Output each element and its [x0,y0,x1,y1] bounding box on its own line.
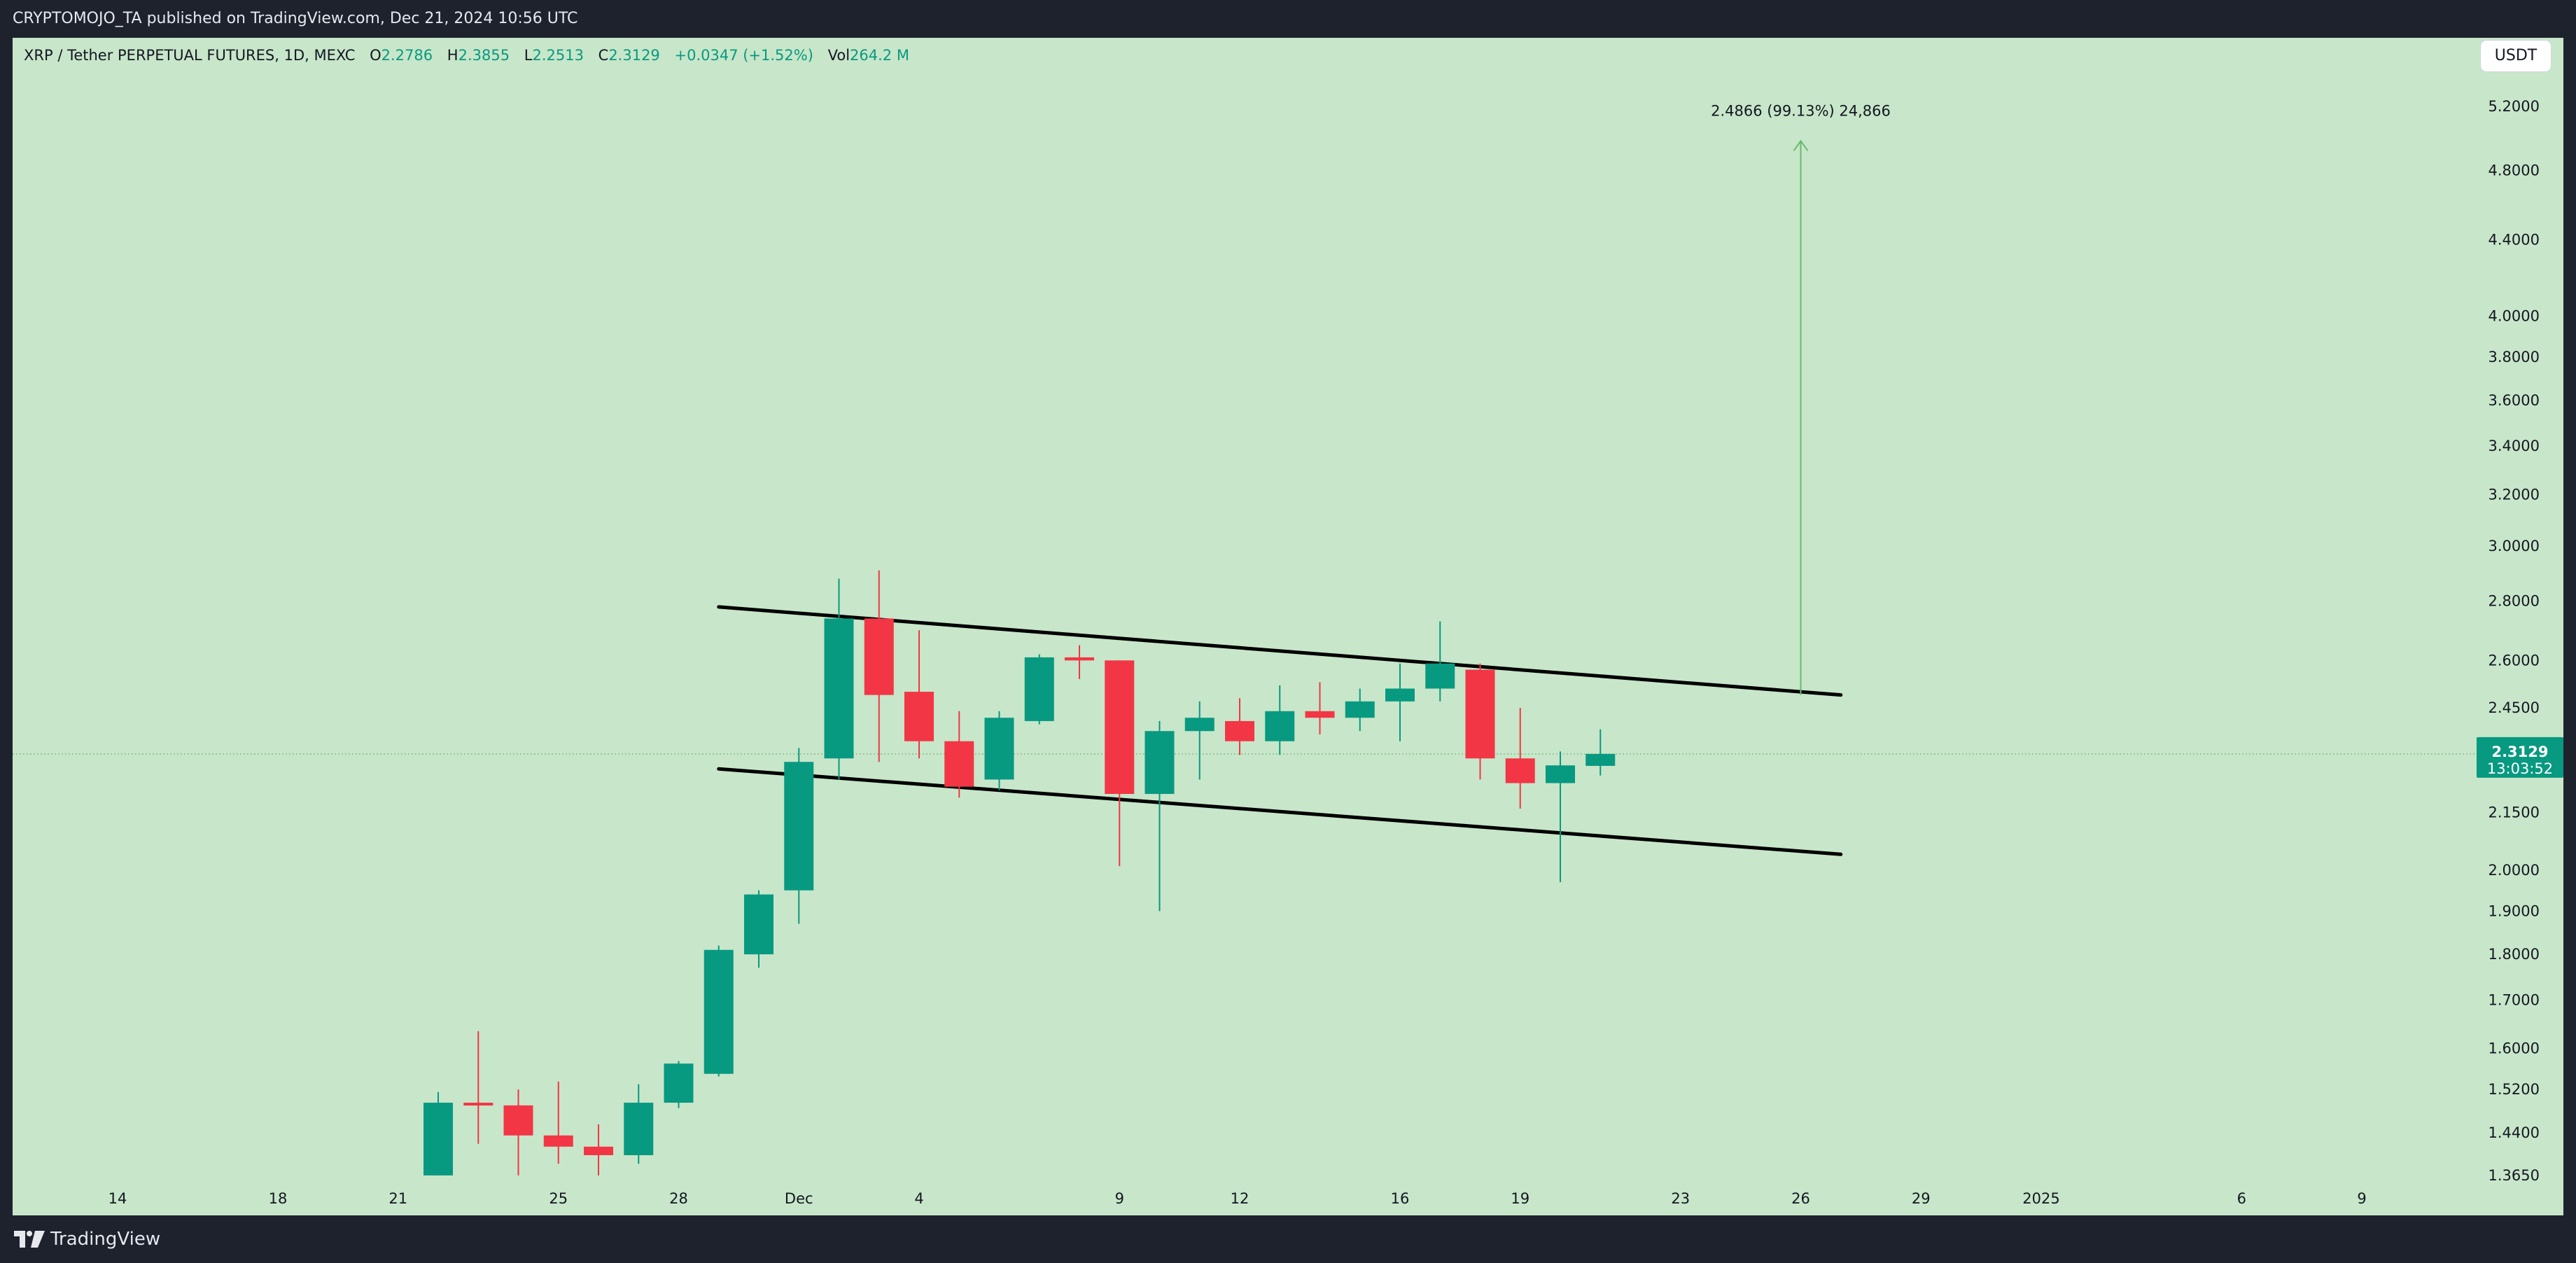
footer-brand: TradingView [50,1229,161,1250]
last-price-value: 2.3129 [2491,744,2548,760]
candle-body-down [944,741,974,787]
candle-body-down [1065,657,1094,661]
candle-body-up [1024,657,1054,721]
low-label: L [524,47,533,64]
time-tick-label: 21 [388,1190,407,1207]
candle-body-up [984,718,1014,780]
price-tick-label: 4.0000 [2488,308,2540,325]
price-tick-label: 2.4500 [2488,699,2540,716]
low-value: 2.2513 [532,47,584,64]
open-value: 2.2786 [381,47,433,64]
channel-lower-trendline [717,767,1843,856]
candle-body-up [1546,765,1575,783]
publisher-bar: CRYPTOMOJO_TA published on TradingView.c… [0,0,2576,38]
time-tick-label: 28 [669,1190,688,1207]
price-tick-label: 3.2000 [2488,486,2540,503]
time-tick-label: 18 [269,1190,288,1207]
high-label: H [447,47,458,64]
candle-body-up [424,1103,453,1175]
price-tick-label: 4.8000 [2488,162,2540,179]
candle-body-up [1425,663,1455,689]
symbol-title[interactable]: XRP / Tether PERPETUAL FUTURES, 1D, MEXC [24,47,356,64]
price-chart[interactable]: 2.4866 (99.13%) 24,866 5.2000 4.8000 4.400… [13,38,2563,1215]
candle-body-down [1225,720,1254,741]
candle-body-down [1105,660,1135,795]
candle-body-down [463,1103,493,1106]
candle-body-up [624,1103,654,1155]
price-tick-label: 1.7000 [2488,991,2540,1008]
candle-body-up [824,618,854,759]
candle-body-up [1586,753,1616,766]
chart-pane[interactable]: 2.4866 (99.13%) 24,866 5.2000 4.8000 4.400… [13,38,2563,1215]
time-tick-label: 12 [1231,1190,1250,1207]
candle-body-down [904,692,934,741]
price-tick-label: 3.8000 [2488,349,2540,365]
time-tick-label: 19 [1511,1190,1530,1207]
open-label: O [370,47,382,64]
time-tick-label: Dec [785,1190,813,1207]
bar-countdown: 13:03:52 [2487,760,2553,777]
candle-body-up [1345,701,1375,718]
candle-body-up [784,762,814,891]
candle-body-up [1265,711,1295,741]
candle-body-down [543,1135,573,1147]
candle-body-down [864,618,894,695]
candle-body-up [1184,718,1214,732]
candle-body-down [1465,669,1495,759]
time-tick-label: 2025 [2022,1190,2059,1207]
price-tick-label: 3.0000 [2488,538,2540,554]
price-tick-label: 1.3650 [2488,1167,2540,1184]
high-value: 2.3855 [458,47,510,64]
time-tick-label: 6 [2237,1190,2246,1207]
projection-label: 2.4866 (99.13%) 24,866 [1711,102,1891,119]
change-value: +0.0347 (+1.52%) [674,47,813,64]
time-tick-label: 4 [914,1190,923,1207]
price-tick-label: 2.8000 [2488,593,2540,610]
candle-body-up [1385,688,1415,702]
candle-body-up [1144,731,1175,795]
candle-body-down [1505,758,1535,783]
time-tick-label: 14 [108,1190,127,1207]
candle-body-down [503,1105,533,1136]
symbol-legend: XRP / Tether PERPETUAL FUTURES, 1D, MEXC… [24,45,909,66]
currency-button[interactable]: USDT [2481,41,2551,71]
price-tick-label: 1.6000 [2488,1040,2540,1057]
price-tick-label: 1.9000 [2488,902,2540,919]
time-tick-label: 9 [2357,1190,2366,1207]
price-tick-label: 1.8000 [2488,946,2540,963]
projection-arrow-head [1793,139,1809,151]
price-tick-label: 4.4000 [2488,232,2540,249]
price-tick-label: 5.2000 [2488,98,2540,115]
candle-body-down [1305,711,1335,718]
price-tick-label: 2.6000 [2488,652,2540,669]
volume-value: 264.2 M [850,47,909,64]
price-tick-label: 2.0000 [2488,862,2540,879]
price-tick-label: 1.5200 [2488,1081,2540,1098]
time-tick-label: 25 [549,1190,568,1207]
candle-body-up [744,894,774,955]
volume-label: Vol [827,47,850,64]
candle-body-up [704,949,734,1074]
price-tick-label: 3.4000 [2488,438,2540,454]
footer-bar: TradingView [0,1215,2576,1263]
last-price-tag [2477,737,2563,778]
time-tick-label: 9 [1115,1190,1124,1207]
candle-body-down [584,1146,613,1155]
candle-body-up [664,1063,694,1103]
price-tick-label: 3.6000 [2488,392,2540,409]
publisher-text: CRYPTOMOJO_TA published on TradingView.c… [13,10,578,27]
channel-upper-trendline [717,605,1843,697]
price-tick-label: 2.1500 [2488,804,2540,821]
close-value: 2.3129 [608,47,660,64]
time-tick-label: 23 [1671,1190,1690,1207]
close-label: C [598,47,609,64]
tradingview-logo-icon [14,1231,45,1248]
time-tick-label: 29 [1912,1190,1931,1207]
price-tick-label: 1.4400 [2488,1124,2540,1141]
time-tick-label: 26 [1791,1190,1810,1207]
time-tick-label: 16 [1391,1190,1410,1207]
